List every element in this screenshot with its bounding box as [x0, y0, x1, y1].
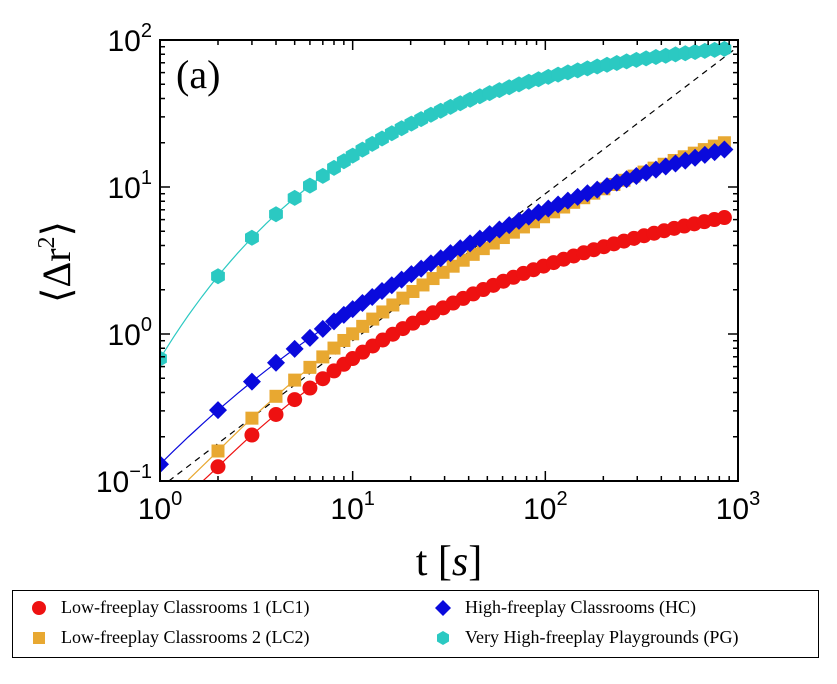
data-point	[288, 373, 302, 387]
diamond-marker-icon	[435, 599, 451, 616]
series-diamond	[160, 140, 734, 474]
y-tick-label: 102	[108, 20, 153, 58]
data-point	[208, 401, 227, 420]
y-tick-label: 100	[108, 314, 153, 352]
data-point	[269, 389, 283, 403]
data-point	[285, 339, 304, 358]
data-point	[386, 298, 400, 312]
x-tick-label: 102	[523, 488, 568, 526]
data-point	[245, 411, 259, 425]
data-point	[266, 353, 285, 372]
data-point	[210, 459, 226, 475]
data-point	[327, 341, 341, 355]
data-point	[376, 305, 390, 319]
data-point	[287, 189, 302, 206]
legend-item-pg: Very High-freeplay Playgrounds (PG)	[435, 627, 738, 648]
data-point	[211, 444, 225, 458]
data-point	[366, 312, 380, 326]
plot-frame	[159, 39, 739, 482]
data-point	[396, 291, 410, 305]
data-point	[211, 268, 225, 285]
data-point	[244, 427, 260, 443]
series-line	[201, 216, 725, 481]
data-point	[446, 259, 460, 273]
data-point	[717, 40, 732, 57]
hexagon-marker-icon	[437, 630, 449, 645]
series-circle	[201, 210, 732, 481]
data-point	[302, 380, 318, 396]
data-point	[303, 360, 317, 374]
y-tick-label: 101	[108, 167, 153, 205]
circle-marker-icon	[32, 600, 46, 615]
svg-text:t [s]: t [s]	[416, 539, 483, 585]
data-point	[436, 265, 450, 279]
data-point	[315, 371, 331, 387]
data-point	[287, 392, 303, 408]
data-point	[315, 167, 330, 184]
legend-label-lc1: Low-freeplay Classrooms 1 (LC1)	[61, 597, 310, 617]
square-marker-icon	[33, 631, 45, 644]
data-point	[160, 455, 169, 474]
y-tick-label: 10−1	[96, 461, 152, 499]
data-point	[416, 278, 430, 292]
data-point	[456, 253, 470, 267]
data-point	[406, 284, 420, 298]
data-point	[160, 350, 167, 367]
panel-label: (a)	[176, 52, 220, 97]
legend-label-hc: High-freeplay Classrooms (HC)	[465, 597, 696, 617]
x-tick-label: 101	[330, 488, 375, 526]
legend-item-lc1: Low-freeplay Classrooms 1 (LC1)	[31, 597, 309, 618]
series-square	[187, 136, 731, 481]
x-tick-label: 103	[716, 488, 761, 526]
legend-item-hc: High-freeplay Classrooms (HC)	[435, 597, 696, 618]
data-point	[303, 177, 317, 194]
series-hexagon	[160, 40, 732, 367]
legend-label-pg: Very High-freeplay Playgrounds (PG)	[465, 627, 739, 647]
legend-label-lc2: Low-freeplay Classrooms 2 (LC2)	[61, 627, 310, 647]
x-tick-label: 100	[138, 488, 183, 526]
y-axis-label: ⟨Δr2⟩	[34, 221, 79, 303]
data-point	[242, 372, 261, 391]
series-layer	[160, 40, 734, 481]
svg-text:⟨Δr2⟩: ⟨Δr2⟩	[34, 221, 79, 303]
data-point	[356, 319, 370, 333]
data-point	[245, 229, 259, 246]
legend-item-lc2: Low-freeplay Classrooms 2 (LC2)	[31, 627, 309, 648]
data-point	[715, 140, 734, 159]
x-axis-label: t [s]	[416, 539, 483, 585]
data-point	[716, 210, 732, 226]
data-point	[426, 272, 440, 286]
data-point	[269, 206, 283, 223]
data-point	[268, 406, 284, 422]
data-point	[313, 319, 332, 338]
series-line	[187, 142, 725, 481]
data-point	[346, 327, 360, 341]
data-point	[316, 350, 330, 364]
legend: Low-freeplay Classrooms 1 (LC1) Low-free…	[12, 590, 819, 658]
data-point	[300, 328, 319, 347]
